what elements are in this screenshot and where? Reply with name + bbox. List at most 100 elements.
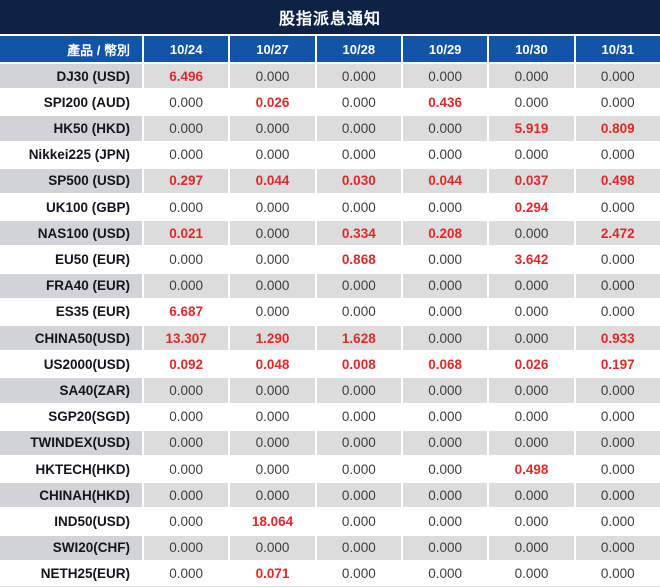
value-cell: 0.436 [402,90,490,115]
product-cell: DJ30 (USD) [0,64,144,89]
value-cell: 0.000 [402,64,490,89]
value-cell: 0.000 [230,378,317,403]
value-cell: 0.092 [144,352,231,377]
value-cell: 0.008 [316,352,403,377]
value-cell: 13.307 [144,326,231,351]
value-cell: 0.498 [575,168,660,194]
value-cell: 0.000 [316,273,403,298]
value-cell: 0.000 [230,299,317,325]
product-cell: NAS100 (USD) [0,221,144,246]
table-row: HKTECH(HKD) 0.000 0.000 0.000 0.000 0.498 0.00… [0,457,660,484]
product-cell: HKTECH(HKD) [0,457,144,482]
value-cell: 0.000 [230,116,317,141]
product-cell: IND50(USD) [0,509,144,534]
value-cell: 0.000 [230,247,317,272]
product-cell: NETH25(EUR) [0,561,144,586]
value-cell: 0.000 [489,509,576,534]
value-cell: 0.000 [402,273,490,298]
value-cell: 0.000 [144,457,231,482]
value-cell: 0.000 [489,142,576,167]
page-title: 股指派息通知 [0,0,660,36]
value-cell: 0.000 [575,378,660,403]
value-cell: 0.000 [316,116,403,141]
product-cell: CHINA50(USD) [0,326,144,351]
product-cell: CHINAH(HKD) [0,483,144,508]
value-cell: 0.000 [575,430,660,456]
value-cell: 0.000 [144,142,231,167]
table-row: FRA40 (EUR) 0.000 0.000 0.000 0.000 0.000 0.00… [0,273,660,300]
value-cell: 1.628 [316,326,403,351]
column-header-date: 10/29 [402,36,490,62]
value-cell: 0.026 [489,352,576,377]
value-cell: 0.000 [489,326,576,351]
value-cell: 0.000 [316,561,403,586]
table-row: NETH25(EUR) 0.000 0.071 0.000 0.000 0.000 0.00… [0,561,660,586]
column-header-date: 10/27 [230,36,317,62]
table-row: NAS100 (USD) 0.021 0.000 0.334 0.208 0.000 2.4… [0,221,660,248]
value-cell: 0.000 [316,457,403,482]
value-cell: 0.000 [144,535,231,560]
value-cell: 0.000 [575,64,660,89]
value-cell: 0.000 [575,195,660,220]
value-cell: 0.000 [144,273,231,298]
value-cell: 0.000 [316,430,403,456]
value-cell: 2.472 [575,221,660,246]
value-cell: 0.000 [144,247,231,272]
value-cell: 0.000 [489,221,576,246]
value-cell: 0.000 [230,195,317,220]
value-cell: 0.000 [575,90,660,115]
table-row: SP500 (USD) 0.297 0.044 0.030 0.044 0.037 0.49… [0,168,660,196]
value-cell: 0.000 [489,90,576,115]
value-cell: 0.498 [489,457,576,482]
product-cell: SWI20(CHF) [0,535,144,560]
table-row: CHINAH(HKD) 0.000 0.000 0.000 0.000 0.000 0.00… [0,483,660,510]
value-cell: 0.000 [402,116,490,141]
product-cell: SA40(ZAR) [0,378,144,403]
value-cell: 0.000 [230,483,317,508]
value-cell: 0.037 [489,168,576,194]
value-cell: 0.000 [575,561,660,586]
value-cell: 0.000 [489,64,576,89]
value-cell: 0.026 [230,90,317,115]
value-cell: 0.048 [230,352,317,377]
value-cell: 0.000 [489,378,576,403]
value-cell: 0.809 [575,116,660,141]
product-cell: EU50 (EUR) [0,247,144,272]
table-row: US2000(USD) 0.092 0.048 0.008 0.068 0.026 0.19… [0,352,660,379]
value-cell: 0.000 [316,64,403,89]
value-cell: 0.000 [402,247,490,272]
value-cell: 0.000 [144,116,231,141]
table-row: SGP20(SGD) 0.000 0.000 0.000 0.000 0.000 0.000 [0,404,660,431]
value-cell: 0.000 [402,378,490,403]
value-cell: 0.000 [575,535,660,560]
value-cell: 0.030 [316,168,403,194]
value-cell: 0.000 [230,221,317,246]
value-cell: 0.000 [316,195,403,220]
table-header-row: 產品 / 幣別 10/24 10/27 10/28 10/29 10/30 10/31 [0,36,660,64]
value-cell: 0.000 [575,483,660,508]
value-cell: 0.868 [316,247,403,272]
value-cell: 0.334 [316,221,403,246]
value-cell: 0.000 [230,535,317,560]
value-cell: 0.000 [575,273,660,298]
table-row: SPI200 (AUD) 0.000 0.026 0.000 0.436 0.000 0.0… [0,90,660,117]
value-cell: 0.000 [402,509,490,534]
value-cell: 0.068 [402,352,490,377]
value-cell: 0.000 [144,483,231,508]
table-row: CHINA50(USD) 13.307 1.290 1.628 0.000 0.000 0.… [0,326,660,353]
value-cell: 0.000 [402,299,490,325]
value-cell: 0.000 [316,299,403,325]
table-row: HK50 (HKD) 0.000 0.000 0.000 0.000 5.919 0.809 [0,116,660,143]
value-cell: 0.000 [144,509,231,534]
product-cell: HK50 (HKD) [0,116,144,141]
value-cell: 0.000 [316,142,403,167]
column-header-date: 10/24 [144,36,231,62]
product-cell: SPI200 (AUD) [0,90,144,115]
value-cell: 0.000 [489,299,576,325]
value-cell: 0.000 [230,457,317,482]
value-cell: 0.000 [230,273,317,298]
product-cell: SP500 (USD) [0,168,144,194]
value-cell: 0.000 [144,404,231,429]
value-cell: 0.000 [316,483,403,508]
column-header-date: 10/30 [489,36,576,62]
